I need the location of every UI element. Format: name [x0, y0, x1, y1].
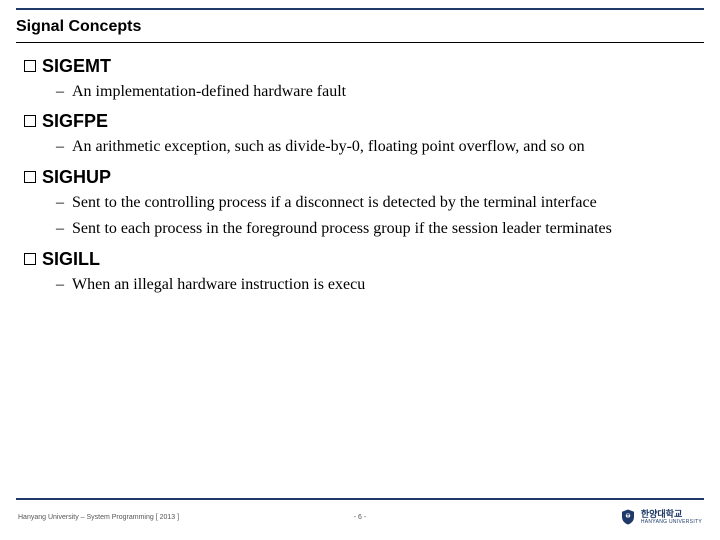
section-heading: SIGHUP	[42, 167, 111, 188]
heading-row: SIGHUP	[24, 167, 696, 188]
list-item: – An implementation-defined hardware fau…	[56, 81, 696, 103]
section-sigill: SIGILL – When an illegal hardware instru…	[24, 249, 696, 296]
dash-icon: –	[56, 274, 64, 296]
sub-list: – An implementation-defined hardware fau…	[56, 81, 696, 103]
logo-main-text: 한양대학교	[641, 510, 702, 519]
item-text: Sent to the controlling process if a dis…	[72, 192, 597, 214]
checkbox-icon	[24, 171, 36, 183]
slide-title: Signal Concepts	[16, 18, 704, 40]
item-text: When an illegal hardware instruction is …	[72, 274, 365, 296]
top-accent-line	[16, 8, 704, 10]
section-heading: SIGEMT	[42, 56, 111, 77]
section-heading: SIGILL	[42, 249, 100, 270]
list-item: – Sent to the controlling process if a d…	[56, 192, 696, 214]
dash-icon: –	[56, 192, 64, 214]
footer-row: Hanyang University – System Programming …	[16, 508, 704, 526]
item-text: An arithmetic exception, such as divide-…	[72, 136, 585, 158]
title-bar: Signal Concepts	[16, 18, 704, 43]
item-text: An implementation-defined hardware fault	[72, 81, 346, 103]
footer: Hanyang University – System Programming …	[16, 498, 704, 536]
checkbox-icon	[24, 253, 36, 265]
item-text: Sent to each process in the foreground p…	[72, 218, 612, 240]
dash-icon: –	[56, 218, 64, 240]
list-item: – When an illegal hardware instruction i…	[56, 274, 696, 296]
sub-list: – An arithmetic exception, such as divid…	[56, 136, 696, 158]
footer-accent-line	[16, 498, 704, 500]
heading-row: SIGILL	[24, 249, 696, 270]
logo-text-block: 한양대학교 HANYANG UNIVERSITY	[641, 510, 702, 525]
section-sigfpe: SIGFPE – An arithmetic exception, such a…	[24, 111, 696, 158]
content-area: SIGEMT – An implementation-defined hardw…	[24, 56, 696, 494]
title-underline	[16, 42, 704, 43]
sub-list: – When an illegal hardware instruction i…	[56, 274, 696, 296]
checkbox-icon	[24, 60, 36, 72]
list-item: – Sent to each process in the foreground…	[56, 218, 696, 240]
section-sigemt: SIGEMT – An implementation-defined hardw…	[24, 56, 696, 103]
heading-row: SIGFPE	[24, 111, 696, 132]
footer-course-info: Hanyang University – System Programming …	[18, 514, 179, 521]
checkbox-icon	[24, 115, 36, 127]
footer-logo: 한양대학교 HANYANG UNIVERSITY	[619, 508, 702, 526]
section-heading: SIGFPE	[42, 111, 108, 132]
heading-row: SIGEMT	[24, 56, 696, 77]
sub-list: – Sent to the controlling process if a d…	[56, 192, 696, 241]
dash-icon: –	[56, 136, 64, 158]
section-sighup: SIGHUP – Sent to the controlling process…	[24, 167, 696, 241]
logo-sub-text: HANYANG UNIVERSITY	[641, 519, 702, 525]
university-shield-icon	[619, 508, 637, 526]
dash-icon: –	[56, 81, 64, 103]
footer-page-number: - 6 -	[354, 514, 366, 521]
list-item: – An arithmetic exception, such as divid…	[56, 136, 696, 158]
